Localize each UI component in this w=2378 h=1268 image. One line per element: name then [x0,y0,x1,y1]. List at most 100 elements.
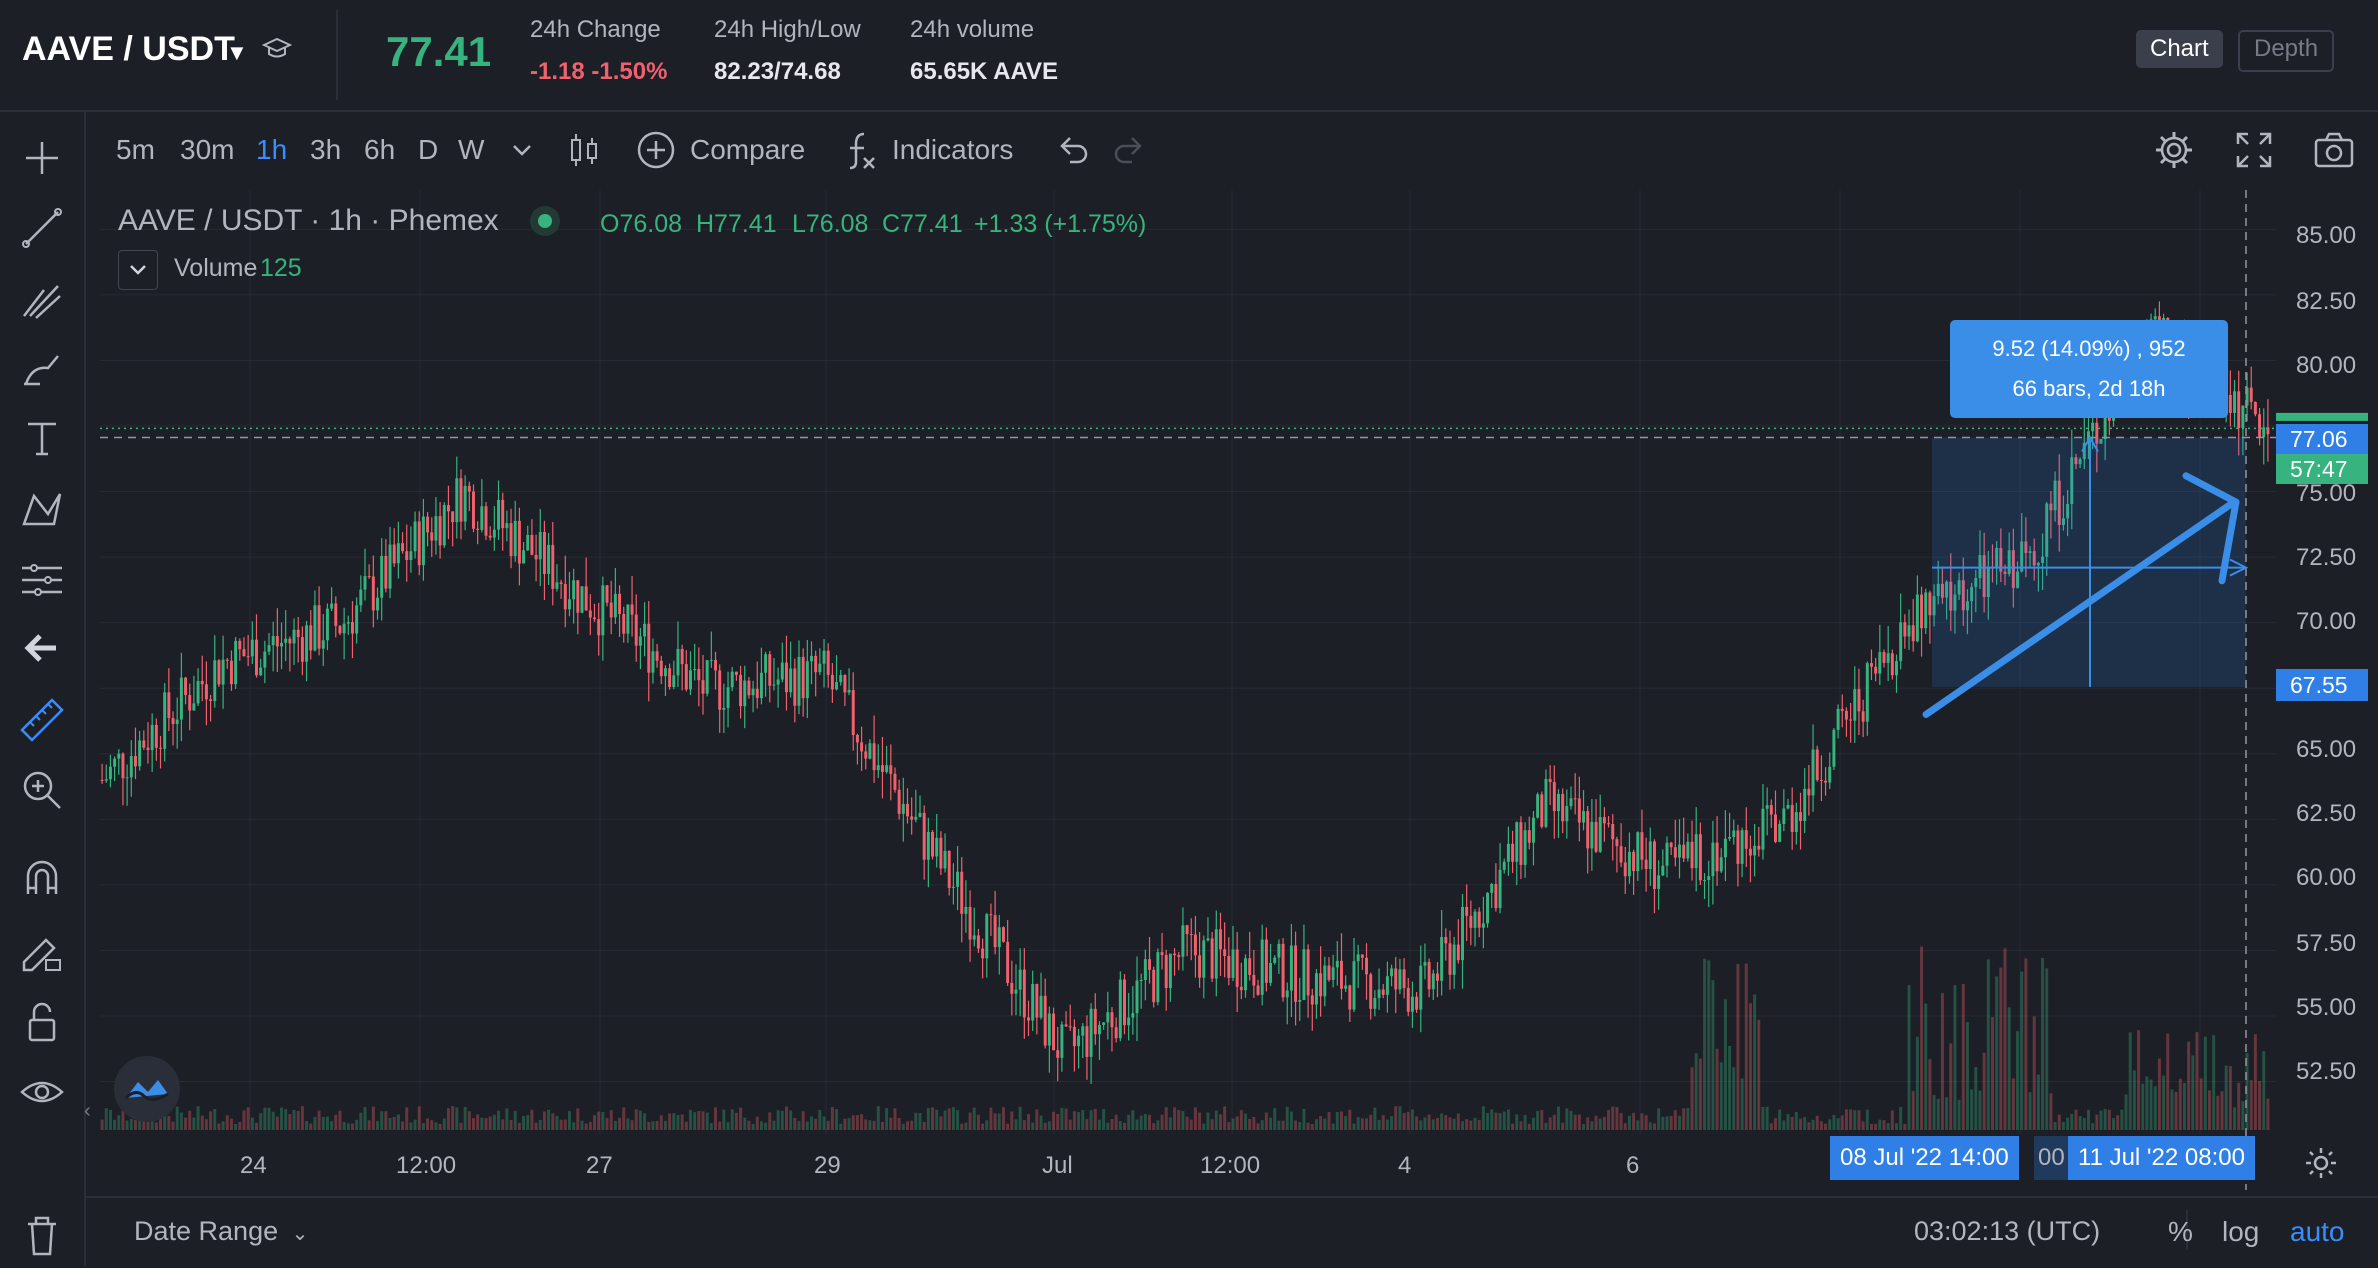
volume-collapse-button[interactable] [118,250,158,290]
candle-body [1536,794,1540,818]
date-range-label: Date Range [134,1216,279,1246]
volume-bar [238,1122,242,1130]
volume-bar [981,1123,985,1130]
pitchfork-icon[interactable] [14,270,70,326]
prediction-icon[interactable] [14,550,70,606]
candle-body [1782,808,1786,824]
volume-bar [868,1120,872,1130]
timeframe-w[interactable]: W [458,134,485,165]
graduation-cap-icon[interactable] [261,34,293,64]
volume-bar [2024,958,2028,1130]
timeframe-30m[interactable]: 30m [180,134,235,165]
redo-icon[interactable] [1108,128,1152,172]
candle-body [1227,955,1231,978]
volume-bar [484,1118,488,1130]
ruler-icon[interactable] [14,692,70,748]
compare-button[interactable]: Compare [690,134,806,165]
candle-body [2007,550,2011,574]
candle-body [2233,391,2237,413]
volume-bar [1498,1113,1502,1130]
candle-body [534,554,538,560]
candle-body [701,680,705,694]
unlock-icon[interactable] [14,994,70,1050]
back-arrow-icon[interactable] [14,620,70,676]
candle-body [1903,622,1907,637]
sun-theme-icon[interactable] [2304,1146,2338,1180]
volume-bar [292,1109,296,1130]
indicators-button[interactable]: Indicators [892,134,1014,165]
brush-icon[interactable] [14,340,70,396]
tradingview-logo[interactable] [114,1056,180,1122]
candle-body [1982,555,1986,598]
log-scale-toggle[interactable]: log [2222,1216,2260,1247]
camera-icon[interactable] [2312,128,2356,172]
candle-body [1323,965,1327,997]
volume-bar [2182,1082,2186,1130]
volume-bar [497,1110,501,1130]
volume-bar [1214,1110,1218,1130]
candle-body [217,660,221,685]
volume-bar [325,1116,329,1130]
volume-bar [1060,1107,1064,1130]
volume-bar [446,1108,450,1130]
trend-line-icon[interactable] [14,200,70,256]
candle-body [1882,652,1886,663]
timeframe-6h[interactable]: 6h [364,134,396,165]
volume-bar [714,1107,718,1130]
crosshair-icon[interactable] [14,130,70,186]
candle-body [221,659,225,685]
zoom-in-icon[interactable] [14,762,70,818]
chevron-left-icon[interactable]: ‹ [84,1100,91,1122]
undo-icon[interactable] [1050,128,1094,172]
compare-plus-icon[interactable] [634,128,678,172]
timeframe-d[interactable]: D [418,134,439,165]
candle-body [914,816,918,820]
volume-bar [2245,1053,2249,1130]
candle-type-icon[interactable] [562,128,606,172]
volume-bar [1765,1106,1769,1130]
caret-down-icon[interactable]: ▼ [226,40,248,65]
auto-scale-toggle[interactable]: auto [2290,1216,2345,1247]
candle-body [2253,401,2257,415]
percent-scale-toggle[interactable]: % [2168,1216,2193,1247]
volume-bar [542,1111,546,1130]
lock-drawing-icon[interactable] [14,924,70,980]
magnet-icon[interactable] [14,852,70,908]
depth-view-button[interactable]: Depth [2238,30,2335,72]
volume-bar [217,1123,221,1130]
pair-selector[interactable]: AAVE / USDT [22,30,235,68]
divider [336,10,338,100]
chart-view-button[interactable]: Chart [2136,30,2223,68]
volume-bar [267,1107,271,1130]
volume-bar [2266,1098,2270,1130]
volume-bar [563,1119,567,1130]
candle-body [175,719,179,725]
volume-bar [1531,1117,1535,1130]
candle-body [184,677,188,696]
timeframe-5m[interactable]: 5m [116,134,155,165]
settings-gear-icon[interactable] [2152,128,2196,172]
candle-body [1360,954,1364,958]
divider [2186,1210,2188,1250]
timeframe-1h[interactable]: 1h [256,134,288,165]
utc-clock[interactable]: 03:02:13 (UTC) [1914,1216,2101,1246]
fullscreen-icon[interactable] [2232,128,2276,172]
function-icon[interactable] [838,128,882,172]
eye-icon[interactable] [14,1064,70,1120]
timeframe-3h[interactable]: 3h [310,134,342,165]
chart-toolbar: 5m 30m 1h 3h 6h D W Compare Indicators [86,112,2378,190]
text-tool-icon[interactable] [14,410,70,466]
trash-icon[interactable] [14,1206,70,1262]
candle-body [1861,711,1865,722]
volume-bar [1289,1111,1293,1130]
candle-body [313,605,317,651]
date-range-button[interactable]: Date Range ⌄ [134,1216,308,1247]
candle-body [605,585,609,603]
volume-bar [926,1108,930,1130]
chevron-down-icon[interactable] [500,128,544,172]
pattern-icon[interactable] [14,480,70,536]
volume-bar [559,1119,563,1130]
candle-body [1932,596,1936,616]
candle-body [1945,581,1949,598]
